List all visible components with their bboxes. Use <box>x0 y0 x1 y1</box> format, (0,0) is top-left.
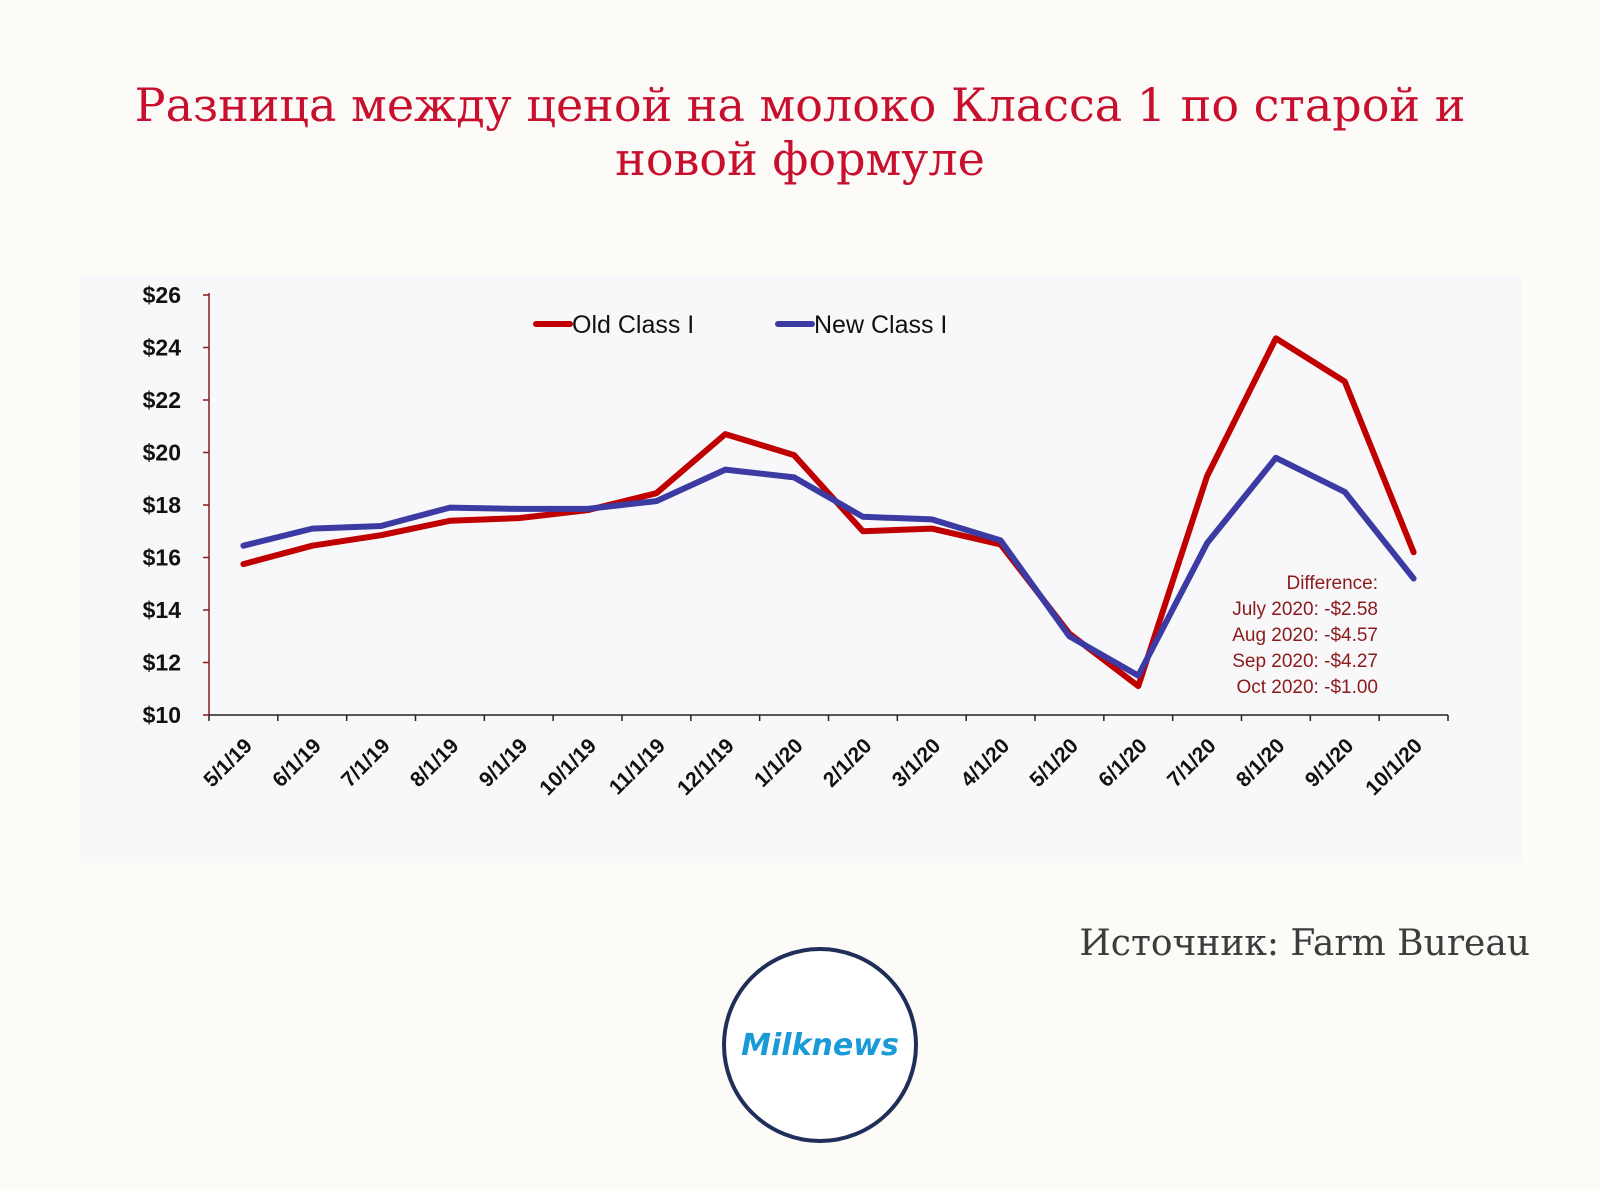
x-tick-label: 8/1/19 <box>406 734 464 792</box>
y-tick-label: $22 <box>143 387 181 413</box>
x-tick-label: 7/1/20 <box>1163 734 1221 792</box>
x-tick-label: 3/1/20 <box>888 734 946 792</box>
y-tick-label: $20 <box>143 440 181 466</box>
x-tick-label: 9/1/19 <box>475 734 533 792</box>
y-tick-label: $12 <box>143 650 181 676</box>
annotation-line: Difference: <box>1286 573 1378 594</box>
annotation-line: Oct 2020: -$1.00 <box>1236 677 1378 698</box>
source-label: Источник: Farm Bureau <box>1079 923 1530 964</box>
legend-label: New Class I <box>814 311 947 339</box>
legend-label: Old Class I <box>572 311 694 339</box>
x-tick-label: 5/1/19 <box>199 734 257 792</box>
y-tick-label: $24 <box>143 335 182 361</box>
title-line-1: Разница между ценой на молоко Класса 1 п… <box>134 78 1466 132</box>
chart-panel: $10 $12 $14 $16 $18 $20 $22 $24 $26 5/1/19 6/1/19 7… <box>80 277 1522 863</box>
x-tick-label: 9/1/20 <box>1301 734 1359 792</box>
x-tick-label: 6/1/20 <box>1094 734 1152 792</box>
old-class-line <box>240 335 1417 690</box>
x-tick-label: 10/1/20 <box>1361 734 1427 800</box>
logo-text: Milknews <box>741 1027 899 1063</box>
annotation-line: Aug 2020: -$4.57 <box>1232 625 1378 646</box>
x-tick-label: 4/1/20 <box>957 734 1015 792</box>
x-tick-label: 2/1/20 <box>819 734 877 792</box>
x-tick-label: 11/1/19 <box>605 734 670 799</box>
page-title: Разница между ценой на молоко Класса 1 п… <box>60 78 1540 186</box>
title-line-2: новой формуле <box>615 132 985 186</box>
x-tick-label: 12/1/19 <box>673 734 739 800</box>
y-tick-label: $10 <box>143 702 181 728</box>
x-tick-label: 5/1/20 <box>1025 734 1083 792</box>
annotation-line: July 2020: -$2.58 <box>1232 599 1378 620</box>
line-chart: $10$12$14$16$18$20$22$24$265/1/19 6/1/19 7… <box>143 282 1449 800</box>
x-tick-label: 7/1/19 <box>337 734 395 792</box>
new-class-line <box>240 454 1417 679</box>
x-tick-label: 10/1/19 <box>535 734 601 800</box>
milknews-logo[interactable]: Milknews <box>722 947 918 1143</box>
y-tick-label: $14 <box>143 597 182 623</box>
x-tick-label: 8/1/20 <box>1232 734 1290 792</box>
y-tick-label: $26 <box>143 282 181 308</box>
x-tick-label: 1/1/20 <box>750 734 808 792</box>
annotation-line: Sep 2020: -$4.27 <box>1232 651 1378 672</box>
y-tick-label: $16 <box>143 545 181 571</box>
x-tick-label: 6/1/19 <box>268 734 326 792</box>
y-tick-label: $18 <box>143 492 182 518</box>
